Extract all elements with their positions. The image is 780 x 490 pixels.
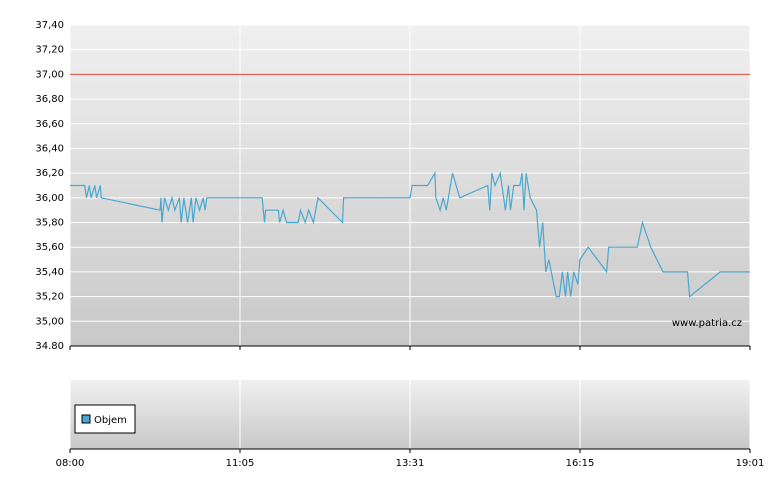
y-tick-label: 36,20 — [35, 168, 64, 179]
x-tick-label: 13:31 — [396, 458, 425, 469]
y-tick-label: 37,40 — [35, 20, 64, 31]
x-tick-label: 08:00 — [56, 458, 85, 469]
y-tick-label: 35,00 — [35, 316, 64, 327]
y-tick-label: 36,00 — [35, 193, 64, 204]
y-tick-label: 35,60 — [35, 242, 64, 253]
y-tick-label: 37,00 — [35, 69, 64, 80]
y-tick-label: 35,20 — [35, 292, 64, 303]
x-tick-label: 19:01 — [736, 458, 765, 469]
y-tick-label: 35,80 — [35, 218, 64, 229]
y-tick-label: 36,80 — [35, 94, 64, 105]
y-tick-label: 36,40 — [35, 143, 64, 154]
legend-label: Objem — [94, 415, 127, 426]
x-tick-label: 11:05 — [226, 458, 255, 469]
watermark: www.patria.cz — [672, 318, 742, 329]
legend-swatch — [81, 414, 91, 424]
y-tick-label: 34.80 — [35, 341, 64, 352]
price-line — [70, 170, 750, 298]
x-tick-label: 16:15 — [566, 458, 595, 469]
y-tick-label: 36,60 — [35, 119, 64, 130]
y-tick-label: 37,20 — [35, 45, 64, 56]
y-tick-label: 35,40 — [35, 267, 64, 278]
